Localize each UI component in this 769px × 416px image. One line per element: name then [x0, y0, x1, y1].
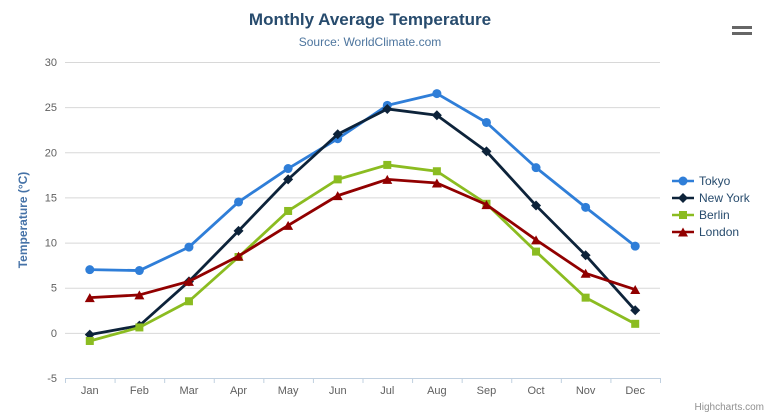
marker-london-jun[interactable]: [332, 191, 343, 201]
marker-tokyo-may[interactable]: [283, 164, 293, 174]
marker-berlin-may[interactable]: [284, 206, 293, 215]
marker-london-dec[interactable]: [630, 285, 641, 295]
chart-subtitle: Source: WorldClimate.com: [298, 35, 442, 49]
legend-marker-diamond-icon: [672, 192, 694, 203]
y-axis-label-30: 30: [45, 57, 57, 69]
marker-new-york-nov[interactable]: [580, 250, 591, 261]
x-axis-label-feb: Feb: [130, 385, 149, 397]
export-menu-button[interactable]: [730, 21, 754, 43]
marker-london-apr[interactable]: [233, 251, 244, 261]
legend-marker-shape[interactable]: [678, 176, 688, 185]
marker-new-york-dec[interactable]: [630, 305, 641, 316]
legend-label: London: [699, 224, 740, 239]
legend-label: New York: [699, 190, 750, 205]
x-axis-label-mar: Mar: [179, 385, 198, 397]
legend-label: Tokyo: [699, 173, 731, 188]
marker-london-oct[interactable]: [531, 235, 542, 245]
y-axis-label--5: -5: [47, 373, 57, 385]
marker-london-sep[interactable]: [481, 200, 492, 210]
series-tokyo: [85, 89, 640, 276]
legend-label: Berlin: [699, 207, 730, 222]
marker-berlin-oct[interactable]: [532, 247, 541, 256]
series-new-york: [84, 103, 641, 340]
marker-london-mar[interactable]: [183, 276, 194, 286]
marker-berlin-nov[interactable]: [581, 293, 590, 302]
marker-tokyo-oct[interactable]: [531, 163, 541, 173]
x-axis-label-jan: Jan: [81, 385, 99, 397]
legend-item-london[interactable]: London: [672, 223, 750, 240]
y-axis-label-0: 0: [51, 328, 57, 340]
y-axis-title: Temperature (°C): [16, 172, 30, 269]
y-axis-label-15: 15: [45, 192, 57, 204]
highcharts-credit-link[interactable]: Highcharts.com: [694, 402, 764, 413]
marker-berlin-aug[interactable]: [432, 167, 441, 176]
series-london: [84, 174, 641, 303]
legend-marker-circle-icon: [672, 176, 694, 185]
marker-new-york-jun[interactable]: [332, 129, 343, 140]
series-line-new-york[interactable]: [88, 107, 637, 337]
x-axis-label-dec: Dec: [625, 385, 645, 397]
marker-new-york-jul[interactable]: [382, 103, 393, 114]
marker-new-york-may[interactable]: [283, 174, 294, 185]
marker-london-feb[interactable]: [134, 290, 145, 300]
x-axis-label-jul: Jul: [380, 385, 394, 397]
marker-berlin-feb[interactable]: [135, 323, 144, 332]
x-axis-label-sep: Sep: [477, 385, 497, 397]
marker-tokyo-mar[interactable]: [184, 242, 194, 252]
legend-item-berlin[interactable]: Berlin: [672, 206, 750, 223]
marker-london-aug[interactable]: [431, 178, 442, 188]
y-axis-label-10: 10: [45, 238, 57, 250]
marker-london-jul[interactable]: [382, 174, 393, 184]
y-axis-label-25: 25: [45, 102, 57, 114]
y-axis-label-5: 5: [51, 283, 57, 295]
legend-item-new-york[interactable]: New York: [672, 189, 750, 206]
series-line-london[interactable]: [88, 177, 637, 300]
y-axis-label-20: 20: [45, 147, 57, 159]
legend-marker-shape[interactable]: [678, 227, 688, 236]
x-axis-label-oct: Oct: [527, 385, 544, 397]
series-line-berlin[interactable]: [88, 163, 637, 343]
x-axis-label-may: May: [278, 385, 299, 397]
marker-new-york-oct[interactable]: [531, 200, 542, 211]
marker-new-york-apr[interactable]: [233, 225, 244, 236]
marker-new-york-sep[interactable]: [481, 146, 492, 157]
marker-berlin-jul[interactable]: [383, 160, 392, 169]
marker-tokyo-dec[interactable]: [630, 241, 640, 251]
marker-berlin-jun[interactable]: [333, 175, 342, 184]
x-axis-label-jun: Jun: [329, 385, 347, 397]
hamburger-menu-icon: [732, 26, 752, 35]
legend-marker-shape[interactable]: [679, 210, 687, 219]
legend: Tokyo New York Berlin London: [672, 172, 750, 240]
legend-item-tokyo[interactable]: Tokyo: [672, 172, 750, 189]
legend-marker-triangle-icon: [672, 227, 694, 236]
marker-tokyo-apr[interactable]: [234, 197, 244, 207]
x-axis-label-aug: Aug: [427, 385, 447, 397]
marker-tokyo-aug[interactable]: [432, 89, 442, 99]
marker-berlin-mar[interactable]: [184, 297, 193, 306]
marker-tokyo-feb[interactable]: [134, 266, 144, 276]
x-axis-label-nov: Nov: [576, 385, 596, 397]
legend-marker-square-icon: [672, 210, 694, 219]
marker-tokyo-jan[interactable]: [85, 265, 95, 275]
x-axis-label-apr: Apr: [230, 385, 247, 397]
marker-london-may[interactable]: [283, 220, 294, 230]
marker-new-york-aug[interactable]: [431, 110, 442, 121]
marker-london-nov[interactable]: [580, 268, 591, 278]
marker-tokyo-sep[interactable]: [481, 117, 491, 127]
marker-berlin-dec[interactable]: [631, 319, 640, 328]
marker-berlin-jan[interactable]: [85, 336, 94, 345]
chart-title: Monthly Average Temperature: [248, 10, 492, 29]
marker-tokyo-nov[interactable]: [581, 202, 591, 212]
legend-marker-shape[interactable]: [678, 192, 688, 203]
marker-london-jan[interactable]: [84, 293, 95, 303]
